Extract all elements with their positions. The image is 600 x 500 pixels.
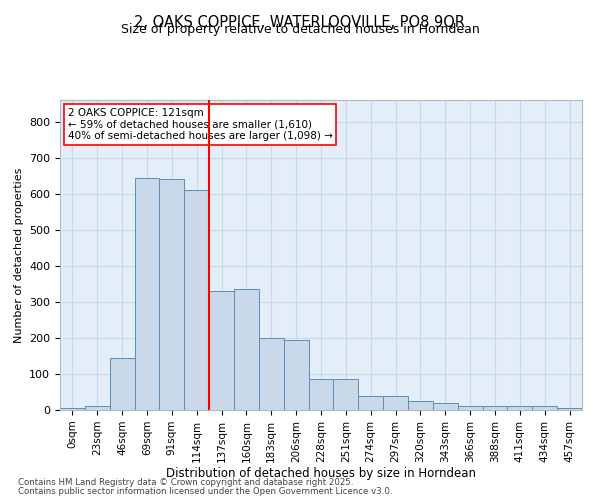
Bar [160, 180, 184, 410]
Bar [532, 406, 557, 410]
Bar [334, 380, 358, 410]
Bar [184, 190, 209, 410]
Text: Size of property relative to detached houses in Horndean: Size of property relative to detached ho… [121, 22, 479, 36]
Text: 2 OAKS COPPICE: 121sqm
← 59% of detached houses are smaller (1,610)
40% of semi-: 2 OAKS COPPICE: 121sqm ← 59% of detached… [68, 108, 333, 141]
Bar [134, 178, 160, 410]
Bar [408, 401, 433, 410]
Bar [60, 408, 85, 410]
Bar [110, 358, 134, 410]
Bar [209, 291, 234, 410]
Bar [308, 380, 334, 410]
Y-axis label: Number of detached properties: Number of detached properties [14, 168, 23, 342]
X-axis label: Distribution of detached houses by size in Horndean: Distribution of detached houses by size … [166, 468, 476, 480]
Bar [358, 396, 383, 410]
Bar [284, 340, 308, 410]
Bar [234, 289, 259, 410]
Bar [259, 338, 284, 410]
Text: Contains HM Land Registry data © Crown copyright and database right 2025.: Contains HM Land Registry data © Crown c… [18, 478, 353, 487]
Text: Contains public sector information licensed under the Open Government Licence v3: Contains public sector information licen… [18, 487, 392, 496]
Bar [458, 406, 482, 410]
Bar [508, 406, 532, 410]
Bar [433, 403, 458, 410]
Text: 2, OAKS COPPICE, WATERLOOVILLE, PO8 9QR: 2, OAKS COPPICE, WATERLOOVILLE, PO8 9QR [134, 15, 466, 30]
Bar [85, 406, 110, 410]
Bar [383, 396, 408, 410]
Bar [482, 406, 508, 410]
Bar [557, 408, 582, 410]
